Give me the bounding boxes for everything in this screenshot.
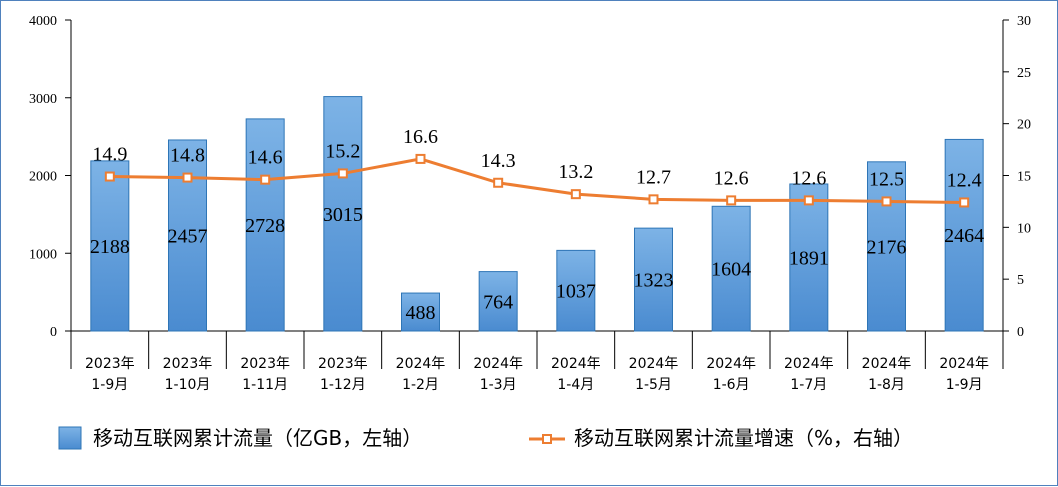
bar-data-label: 764 — [483, 291, 513, 313]
line-data-label: 14.6 — [248, 147, 283, 169]
category-label-period: 1-9月 — [946, 377, 983, 393]
legend-bar-label: 移动互联网累计流量（亿GB，左轴） — [93, 426, 422, 450]
category-label-year: 2024年 — [473, 356, 523, 372]
category-label-year: 2024年 — [939, 356, 989, 372]
category-label-period: 1-7月 — [790, 377, 827, 393]
right-tick-label: 15 — [1017, 170, 1031, 185]
bar-data-label: 2728 — [245, 215, 285, 237]
bar — [789, 183, 829, 332]
line-data-label: 12.5 — [869, 168, 904, 190]
line-point-marker — [881, 196, 892, 207]
category-label-year: 2024年 — [551, 356, 601, 372]
category-label-period: 1-9月 — [91, 377, 128, 393]
category-label-year: 2023年 — [318, 356, 368, 372]
category-label-year: 2023年 — [163, 356, 213, 372]
category-label-period: 1-3月 — [480, 377, 517, 393]
bar — [711, 205, 751, 332]
line-data-label: 12.7 — [636, 166, 671, 188]
category-label-period: 1-8月 — [868, 377, 905, 393]
left-tick-label: 0 — [50, 325, 57, 340]
category-label-year: 2023年 — [85, 356, 135, 372]
bar-data-label: 2464 — [944, 225, 984, 247]
bar — [90, 160, 130, 332]
bar-data-label: 1891 — [789, 247, 829, 269]
line-point-marker — [959, 197, 970, 208]
legend-bar-swatch — [58, 426, 82, 450]
line-point-marker — [726, 195, 737, 206]
category-label-period: 1-11月 — [242, 377, 288, 393]
line-data-label: 16.6 — [403, 126, 438, 148]
bar — [323, 96, 363, 332]
category-label-year: 2024年 — [862, 356, 912, 372]
bar-data-label: 488 — [406, 302, 436, 324]
growth-line — [109, 157, 965, 204]
right-tick-label: 0 — [1017, 325, 1024, 340]
line-data-label: 14.8 — [170, 145, 205, 167]
line-point-marker — [104, 171, 115, 182]
category-label-year: 2024年 — [629, 356, 679, 372]
line-data-label: 14.3 — [481, 150, 516, 172]
line-point-marker — [415, 153, 426, 164]
category-label-year: 2023年 — [240, 356, 290, 372]
bar-data-label: 2176 — [867, 236, 907, 258]
line-data-label: 12.6 — [714, 167, 749, 189]
left-tick-label: 1000 — [29, 247, 57, 262]
line-data-label: 15.2 — [325, 140, 360, 162]
line-data-label: 14.9 — [92, 144, 127, 166]
category-label-period: 1-2月 — [402, 377, 439, 393]
line-point-marker — [493, 177, 504, 188]
line-point-marker — [337, 168, 348, 179]
category-label-year: 2024年 — [706, 356, 756, 372]
line-data-label: 12.4 — [947, 169, 982, 191]
category-label-year: 2024年 — [396, 356, 446, 372]
category-label-period: 1-6月 — [713, 377, 750, 393]
legend-line-marker — [542, 434, 552, 444]
line-point-marker — [182, 172, 193, 183]
category-label-year: 2024年 — [784, 356, 834, 372]
legend-line-label: 移动互联网累计流量增速（%，右轴） — [574, 426, 913, 450]
bar-data-label: 2457 — [168, 225, 208, 247]
line-point-marker — [803, 195, 814, 206]
bar — [556, 249, 596, 332]
left-tick-label: 3000 — [29, 92, 57, 107]
bar — [478, 271, 518, 332]
right-tick-label: 20 — [1017, 118, 1031, 133]
bar-data-label: 1037 — [556, 281, 596, 303]
bar-data-label: 2188 — [90, 236, 130, 258]
line-point-marker — [260, 174, 271, 185]
category-label-period: 1-5月 — [635, 377, 672, 393]
line-data-label: 12.6 — [791, 167, 826, 189]
left-tick-label: 2000 — [29, 170, 57, 185]
bar — [867, 161, 906, 332]
line-point-marker — [648, 194, 659, 205]
bar — [634, 227, 673, 332]
category-label-period: 1-10月 — [165, 377, 211, 393]
bar-data-label: 3015 — [323, 204, 363, 226]
right-tick-label: 10 — [1017, 221, 1031, 236]
bar-data-label: 1604 — [711, 259, 751, 281]
right-tick-label: 5 — [1017, 273, 1024, 288]
left-tick-label: 4000 — [29, 14, 57, 29]
category-label-period: 1-4月 — [557, 377, 594, 393]
bar — [245, 118, 285, 332]
bar — [944, 138, 984, 332]
bar — [401, 292, 440, 332]
right-tick-label: 25 — [1017, 66, 1031, 81]
right-tick-label: 30 — [1017, 14, 1031, 29]
line-point-marker — [570, 189, 581, 200]
bar — [168, 139, 207, 332]
line-data-label: 13.2 — [558, 161, 593, 183]
bar-data-label: 1323 — [634, 270, 674, 292]
category-label-period: 1-12月 — [320, 377, 366, 393]
